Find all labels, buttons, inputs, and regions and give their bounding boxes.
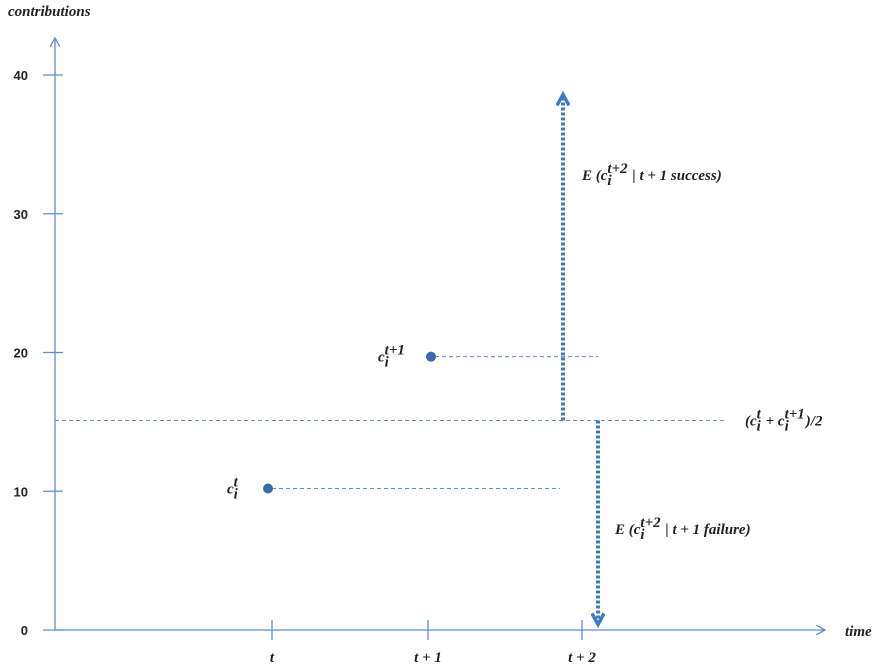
y-tick-label: 20 bbox=[14, 346, 28, 361]
x-axis-label: time bbox=[845, 624, 872, 640]
x-tick-label: t bbox=[270, 650, 275, 666]
success-label: | t + 1 success) bbox=[629, 168, 722, 184]
success-label-sub: i bbox=[607, 173, 612, 189]
failure-label: E ( bbox=[614, 522, 635, 538]
failure-label: | t + 1 failure) bbox=[662, 522, 751, 538]
mean-label: c bbox=[750, 413, 757, 429]
success-label: c bbox=[601, 168, 608, 184]
x-tick-label: t + 1 bbox=[414, 650, 442, 666]
failure-label-sup: t+2 bbox=[640, 515, 661, 531]
mean-label-sup: t+1 bbox=[785, 406, 805, 422]
point-label-sup: t bbox=[234, 474, 239, 490]
mean-label-sup: t bbox=[757, 406, 762, 422]
success-label-sup: t+2 bbox=[607, 161, 628, 177]
mean-label-sub: i bbox=[757, 418, 762, 434]
success-label: E ( bbox=[581, 168, 602, 184]
mean-label-sub: i bbox=[785, 418, 790, 434]
point-label: c bbox=[378, 350, 385, 366]
mean-label: )/2 bbox=[804, 413, 823, 429]
y-axis-label: contributions bbox=[8, 4, 91, 20]
point-label: c bbox=[227, 481, 234, 497]
point-label-sub: i bbox=[385, 355, 390, 371]
x-tick-label: t + 2 bbox=[568, 650, 596, 666]
failure-label: c bbox=[634, 522, 641, 538]
point bbox=[263, 483, 273, 494]
mean-label: ( bbox=[745, 413, 751, 429]
y-tick-label: 10 bbox=[14, 484, 28, 499]
point-label-sub: i bbox=[234, 486, 239, 502]
mean-label: c bbox=[778, 413, 785, 429]
y-tick-label: 40 bbox=[14, 68, 28, 83]
mean-label: + bbox=[762, 413, 778, 429]
y-tick-label: 30 bbox=[14, 207, 28, 222]
y-tick-label: 0 bbox=[21, 623, 28, 638]
point-label-sup: t+1 bbox=[385, 343, 405, 359]
failure-label-sub: i bbox=[640, 527, 645, 543]
point bbox=[426, 351, 436, 362]
